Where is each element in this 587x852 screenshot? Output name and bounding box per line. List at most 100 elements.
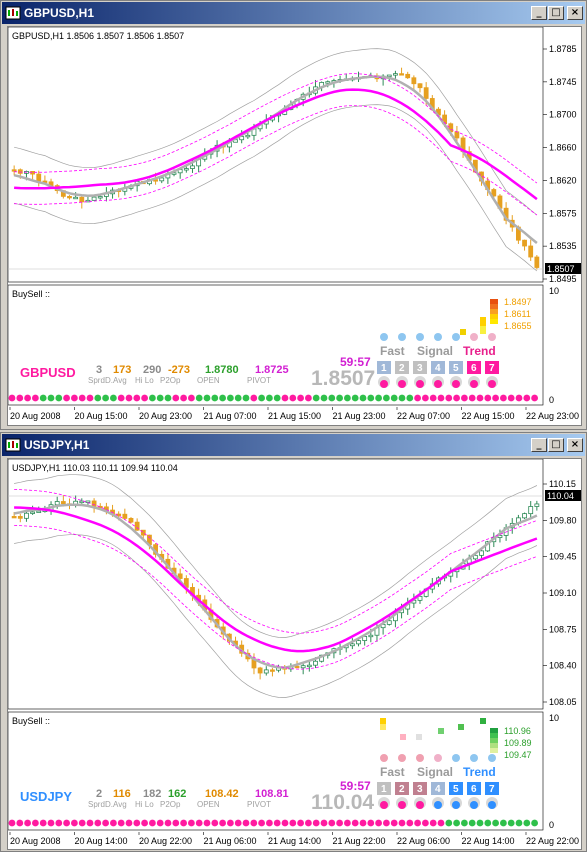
bar-timer: 59:57: [340, 779, 371, 793]
numbered-signal-label: 5: [453, 363, 459, 374]
chart-window-usdjpy[interactable]: USDJPY,H1 _ □ × 110.15 109.80 109.45 109.10…: [0, 432, 587, 852]
trend-strip-dot: [351, 819, 359, 827]
main-chart-frame: [8, 459, 544, 710]
trend-strip-dot: [507, 819, 515, 827]
price-chart-svg[interactable]: 110.15 109.80 109.45 109.10 108.75 108.40 108.…: [8, 459, 582, 850]
trend-strip-dot: [180, 819, 188, 827]
time-axis-label: 20 Aug 15:00: [75, 411, 128, 421]
level-bar-segment: [490, 309, 498, 314]
trend-strip-dot: [336, 394, 343, 402]
minimize-button[interactable]: _: [531, 6, 547, 20]
price-chart-svg[interactable]: 1.8785 1.8745 1.8700 1.8660 1.8620 1.8575 1.85…: [8, 27, 582, 426]
level-bar-segment: [490, 738, 498, 743]
stat-value: 173: [113, 364, 131, 376]
trend-strip-dot: [164, 394, 172, 402]
maximize-button[interactable]: □: [548, 6, 564, 20]
trend-strip-dot: [492, 394, 499, 402]
numbered-signal-box: [413, 782, 427, 795]
trend-strip-dot: [242, 819, 250, 827]
candle-body: [190, 165, 195, 169]
price-scale-label: 108.05: [549, 697, 577, 707]
trend-strip-dot: [344, 394, 351, 402]
stat-label: Sprd: [88, 800, 105, 809]
stat-value: 116: [113, 788, 131, 800]
price-scale-label: 1.8495: [549, 274, 577, 284]
window-titlebar[interactable]: USDJPY,H1 _ □ ×: [2, 434, 585, 456]
trend-strip-dot: [234, 819, 242, 827]
maximize-button[interactable]: □: [548, 438, 564, 452]
trend-strip-dot: [531, 819, 538, 827]
trend-strip-dot: [71, 819, 78, 827]
candle-body: [134, 521, 140, 531]
numbered-signal-box: [467, 361, 481, 374]
candle-body: [386, 74, 392, 77]
trend-strip-dot: [242, 394, 250, 402]
trend-strip-dot: [8, 819, 16, 827]
signal-dot: [380, 380, 388, 388]
current-price-tag: [545, 490, 581, 501]
chart-area[interactable]: 1.8785 1.8745 1.8700 1.8660 1.8620 1.8575 1.85…: [7, 26, 582, 426]
trend-strip-dot: [359, 819, 367, 827]
trend-strip-dot: [289, 394, 297, 402]
chart-area[interactable]: 110.15 109.80 109.45 109.10 108.75 108.40 108.…: [7, 458, 582, 850]
signal-dot: [452, 380, 460, 388]
bollinger-upper-band: [14, 48, 538, 216]
numbered-signal-box: [431, 361, 445, 374]
trend-strip-dot: [429, 394, 437, 402]
signal-label: Signal: [417, 344, 453, 358]
time-axis-label: 20 Aug 22:00: [139, 836, 192, 846]
bollinger-lower-band: [14, 534, 538, 698]
numbered-signal-box: [449, 361, 463, 374]
numbered-signal-label: 4: [435, 784, 441, 795]
subwindow-label: BuySell ::: [12, 289, 50, 299]
trend-strip-dot: [359, 394, 367, 402]
trend-strip-dot: [78, 819, 86, 827]
trend-strip-dot: [78, 394, 86, 402]
candle-body: [417, 595, 423, 601]
window-titlebar[interactable]: GBPUSD,H1 _ □ ×: [2, 2, 585, 24]
candle-body: [534, 503, 540, 507]
trend-strip-dot: [219, 819, 227, 827]
close-button[interactable]: ×: [567, 438, 583, 452]
signal-dot: [488, 380, 496, 388]
candle-body: [17, 169, 23, 174]
numbered-signal-box: [467, 782, 481, 795]
time-axis-label: 22 Aug 22:00: [526, 836, 579, 846]
minimize-button[interactable]: _: [531, 438, 547, 452]
trend-strip-dot: [336, 819, 343, 827]
price-scale-label: 1.8700: [549, 110, 577, 120]
subwindow-scale-bottom: 0: [549, 820, 554, 830]
candle-body: [522, 513, 527, 519]
numbered-signal-label: 4: [435, 363, 441, 374]
numbered-signal-box: [485, 782, 499, 795]
trend-strip-dot: [312, 819, 320, 827]
candle-body: [454, 131, 460, 139]
signal-strength-bar: [380, 718, 386, 724]
signal-dot: [452, 801, 460, 809]
signal-dot: [416, 333, 424, 341]
time-axis-label: 20 Aug 2008: [10, 836, 61, 846]
trend-strip-dot: [250, 394, 258, 402]
trend-strip-dot: [258, 819, 265, 827]
trend-strip-dot: [180, 394, 188, 402]
subwindow-label: BuySell ::: [12, 716, 50, 726]
big-price-display: 110.04: [311, 791, 374, 814]
trend-strip-dot: [437, 394, 445, 402]
trend-strip-dot: [531, 394, 538, 402]
symbol-ohlc-label: USDJPY,H1 110.03 110.11 109.94 110.04: [12, 463, 178, 473]
time-axis-label: 22 Aug 23:00: [526, 411, 579, 421]
trend-strip-dot: [453, 394, 460, 402]
trend-strip-dot: [258, 394, 265, 402]
envelope-lower-line: [14, 525, 538, 670]
signal-dot: [488, 801, 496, 809]
level-price-label: 109.47: [504, 750, 532, 760]
trend-strip-dot: [203, 819, 211, 827]
candle-body: [91, 196, 97, 201]
trend-strip-dot: [195, 819, 203, 827]
trend-strip-dot: [39, 394, 47, 402]
chart-window-gbpusd[interactable]: GBPUSD,H1 _ □ × 1.8785 1.8745 1.8700 1.8660…: [0, 0, 587, 430]
candle-body: [362, 636, 368, 641]
close-button[interactable]: ×: [567, 6, 583, 20]
signal-dot: [434, 333, 442, 341]
candle-body: [528, 245, 534, 258]
